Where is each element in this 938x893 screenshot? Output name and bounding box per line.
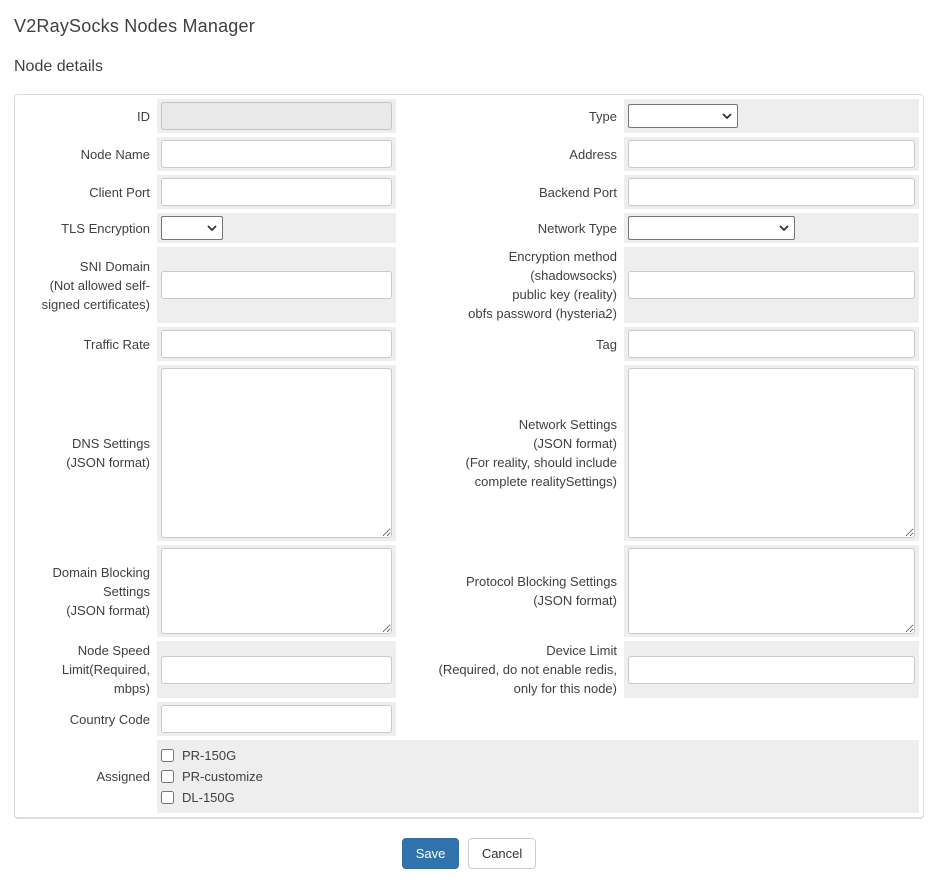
tls-encryption-select[interactable] (162, 217, 222, 239)
section-title: Node details (14, 58, 103, 75)
assigned-checkbox-pr-150g[interactable] (161, 749, 174, 762)
tag-label: Tag (596, 336, 617, 352)
tag-field-cell (624, 327, 919, 361)
sni-domain-label: SNI Domain (Not allowed self- signed cer… (41, 258, 150, 312)
tls-encryption-field-cell (157, 213, 396, 243)
node-details-table: ID Type Node Name Address Client Port (15, 95, 923, 817)
country-code-label: Country Code (69, 711, 150, 727)
assigned-option-pr-customize[interactable]: PR-customize (161, 766, 915, 787)
node-speed-limit-input[interactable] (161, 655, 392, 684)
sni-domain-input[interactable] (161, 271, 392, 299)
address-field-cell (624, 137, 919, 171)
assigned-option-label: DL-150G (182, 790, 235, 805)
row-speedlimit-devicelimit: Node Speed Limit(Required, mbps) Device … (19, 641, 919, 698)
domain-blocking-settings-label: Domain Blocking Settings (JSON format) (52, 564, 150, 618)
type-label: Type (588, 108, 617, 124)
client-port-field-cell (157, 175, 396, 209)
cancel-button[interactable]: Cancel (467, 838, 537, 869)
encryption-method-label: Encryption method (shadowsocks) public k… (468, 249, 617, 321)
country-code-field-cell (157, 702, 396, 736)
page-title: V2RaySocks Nodes Manager (14, 16, 255, 36)
dns-settings-field-cell (157, 365, 396, 541)
network-settings-field-cell (624, 365, 919, 541)
traffic-rate-field-cell (157, 327, 396, 361)
protocol-blocking-settings-field-cell (624, 545, 919, 637)
assigned-checkbox-list: PR-150G PR-customize DL-150G (161, 743, 915, 810)
client-port-label: Client Port (89, 184, 150, 200)
node-details-form: ID Type Node Name Address Client Port (14, 94, 924, 819)
network-type-select[interactable] (629, 217, 794, 239)
id-field-cell (157, 99, 396, 133)
address-input[interactable] (628, 140, 915, 168)
node-speed-limit-field-cell (157, 641, 396, 698)
backend-port-input[interactable] (628, 178, 915, 206)
assigned-option-dl-150g[interactable]: DL-150G (161, 787, 915, 808)
assigned-field-cell: PR-150G PR-customize DL-150G (157, 740, 919, 813)
button-bar: Save Cancel (0, 838, 938, 869)
device-limit-input[interactable] (628, 655, 915, 684)
traffic-rate-input[interactable] (161, 330, 392, 358)
protocol-blocking-settings-label: Protocol Blocking Settings (JSON format) (465, 574, 617, 608)
row-countrycode: Country Code (19, 702, 919, 736)
network-settings-textarea[interactable] (628, 368, 915, 538)
row-tls-networktype: TLS Encryption Network Type (19, 213, 919, 243)
encryption-method-field-cell (624, 247, 919, 323)
node-name-label: Node Name (80, 146, 150, 162)
tag-input[interactable] (628, 330, 915, 358)
dns-settings-textarea[interactable] (161, 368, 392, 538)
row-sni-encryption: SNI Domain (Not allowed self- signed cer… (19, 247, 919, 323)
address-label: Address (569, 146, 617, 162)
assigned-option-label: PR-150G (182, 748, 237, 763)
empty-label-cell (400, 702, 620, 736)
row-dns-networksettings: DNS Settings (JSON format) Network Setti… (19, 365, 919, 541)
device-limit-field-cell (624, 641, 919, 698)
domain-blocking-settings-field-cell (157, 545, 396, 637)
sni-domain-field-cell (157, 247, 396, 323)
id-label: ID (137, 108, 150, 124)
node-name-input[interactable] (161, 140, 392, 168)
row-trafficrate-tag: Traffic Rate Tag (19, 327, 919, 361)
country-code-input[interactable] (161, 705, 392, 733)
tls-encryption-label: TLS Encryption (61, 220, 150, 236)
client-port-input[interactable] (161, 178, 392, 206)
row-clientport-backendport: Client Port Backend Port (19, 175, 919, 209)
node-name-field-cell (157, 137, 396, 171)
assigned-label: Assigned (96, 769, 150, 784)
domain-blocking-settings-textarea[interactable] (161, 548, 392, 634)
assigned-checkbox-dl-150g[interactable] (161, 791, 174, 804)
network-type-field-cell (624, 213, 919, 243)
assigned-checkbox-pr-customize[interactable] (161, 770, 174, 783)
network-type-select-wrap (628, 216, 795, 240)
backend-port-field-cell (624, 175, 919, 209)
encryption-method-input[interactable] (628, 271, 915, 299)
assigned-option-label: PR-customize (182, 769, 263, 784)
network-type-label: Network Type (537, 220, 617, 236)
assigned-option-pr-150g[interactable]: PR-150G (161, 745, 915, 766)
tls-encryption-select-wrap (161, 216, 223, 240)
type-select-wrap (628, 104, 738, 128)
type-field-cell (624, 99, 919, 133)
id-input (161, 102, 392, 130)
row-id-type: ID Type (19, 99, 919, 133)
save-button[interactable]: Save (401, 838, 460, 869)
device-limit-label: Device Limit (Required, do not enable re… (438, 643, 617, 696)
type-select[interactable] (629, 105, 737, 127)
empty-field-cell (624, 702, 919, 736)
network-settings-label: Network Settings (JSON format) (For real… (465, 417, 618, 489)
dns-settings-label: DNS Settings (JSON format) (66, 436, 150, 470)
row-domainblocking-protocolblocking: Domain Blocking Settings (JSON format) P… (19, 545, 919, 637)
node-speed-limit-label: Node Speed Limit(Required, mbps) (61, 643, 150, 696)
protocol-blocking-settings-textarea[interactable] (628, 548, 915, 634)
row-nodename-address: Node Name Address (19, 137, 919, 171)
row-assigned: Assigned PR-150G PR-customize DL-150G (19, 740, 919, 813)
backend-port-label: Backend Port (538, 184, 617, 200)
traffic-rate-label: Traffic Rate (83, 336, 150, 352)
